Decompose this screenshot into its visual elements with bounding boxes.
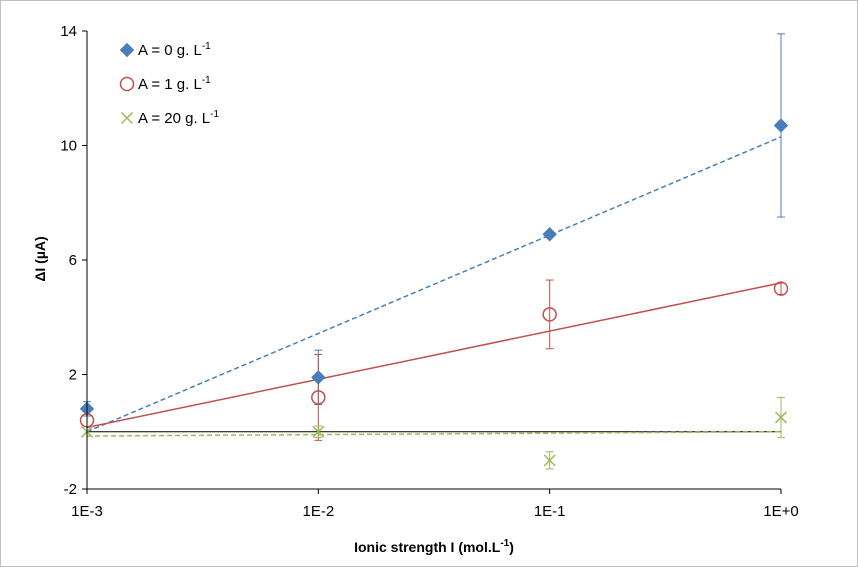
legend-label-main: A = 0 g. L: [138, 42, 202, 59]
data-point-series-3: [774, 411, 788, 424]
y-tick-label: 14: [60, 23, 77, 40]
legend-label-series-3: A = 20 g. L-1: [138, 109, 219, 127]
data-point-layer: [79, 118, 789, 467]
y-tick-label: -2: [64, 481, 77, 498]
legend-marker-series-3: [120, 111, 134, 125]
y-axis-title: ΔI (µA): [32, 236, 48, 281]
legend-marker-series-1: [119, 42, 135, 58]
y-tick-label: 10: [60, 138, 77, 155]
axes-layer: -2 2 6 10 14 1E-3 1E-2 1E-1 1E+0: [60, 23, 798, 520]
error-bar-layer: [83, 33, 785, 470]
trendline-series-2: [86, 282, 782, 429]
x-axis-title-main: Ionic strength I (mol.L: [354, 539, 501, 555]
x-axis-title: Ionic strength I (mol.L-1): [354, 538, 514, 555]
trendline-layer: [86, 136, 782, 437]
x-axis-title-end: ): [509, 539, 514, 555]
data-point-series-1: [311, 370, 326, 385]
data-point-series-1: [542, 227, 557, 242]
data-point-series-1: [773, 118, 789, 133]
y-tick-label: 6: [69, 252, 77, 269]
x-axis-title-sup: -1: [500, 538, 509, 549]
x-tick-label: 1E-3: [71, 503, 103, 520]
x-tick-label: 1E-1: [534, 503, 566, 520]
x-tick-label: 1E+0: [763, 503, 798, 520]
trendline-series-3: [86, 431, 782, 437]
legend-label-sup: -1: [202, 41, 211, 52]
trendline-series-1: [86, 136, 782, 433]
data-point-series-2: [542, 307, 557, 322]
legend-label-sup: -1: [210, 109, 219, 120]
data-point-series-3: [312, 425, 325, 438]
data-point-series-2: [311, 390, 326, 405]
legend-marker-series-2: [119, 76, 135, 92]
x-tick-label: 1E-2: [302, 503, 334, 520]
legend: A = 0 g. L-1A = 1 g. L-1A = 20 g. L-1: [119, 41, 219, 127]
legend-label-main: A = 20 g. L: [138, 110, 210, 127]
data-point-series-2: [773, 281, 789, 296]
legend-label-series-1: A = 0 g. L-1: [138, 41, 211, 59]
legend-label-main: A = 1 g. L: [138, 76, 202, 93]
data-point-series-3: [543, 454, 556, 467]
y-tick-label: 2: [69, 367, 77, 384]
legend-label-sup: -1: [202, 75, 211, 86]
legend-label-series-2: A = 1 g. L-1: [138, 75, 211, 93]
